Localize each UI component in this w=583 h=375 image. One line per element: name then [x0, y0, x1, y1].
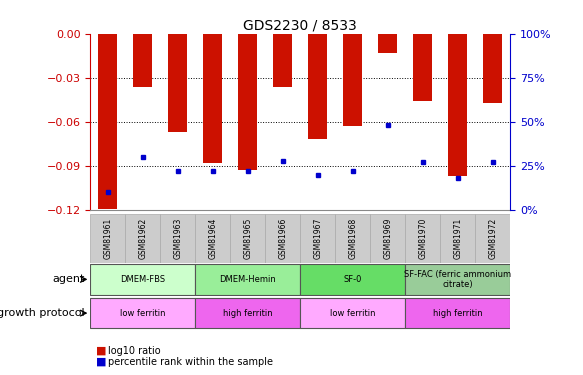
Bar	[300, 214, 335, 262]
Text: agent: agent	[52, 274, 85, 284]
Bar	[160, 214, 195, 262]
Bar	[448, 34, 468, 176]
Text: growth protocol: growth protocol	[0, 308, 85, 318]
Bar	[125, 214, 160, 262]
Bar	[378, 34, 397, 53]
Bar	[90, 214, 125, 262]
Text: GSM81972: GSM81972	[488, 217, 497, 259]
Text: GSM81968: GSM81968	[348, 217, 357, 259]
Text: ■: ■	[96, 357, 107, 367]
Bar	[405, 298, 510, 328]
Bar	[300, 264, 405, 295]
Bar	[90, 264, 195, 295]
Bar	[335, 214, 370, 262]
Text: GSM81966: GSM81966	[278, 217, 287, 259]
Text: GSM81964: GSM81964	[208, 217, 217, 259]
Bar	[483, 34, 503, 103]
Bar	[203, 34, 223, 163]
Text: DMEM-FBS: DMEM-FBS	[120, 275, 166, 284]
Bar	[370, 214, 405, 262]
Title: GDS2230 / 8533: GDS2230 / 8533	[243, 19, 357, 33]
Bar	[168, 34, 187, 132]
Text: DMEM-Hemin: DMEM-Hemin	[219, 275, 276, 284]
Bar	[343, 34, 362, 126]
Text: high ferritin: high ferritin	[223, 309, 273, 318]
Text: GSM81963: GSM81963	[173, 217, 182, 259]
Text: GSM81962: GSM81962	[138, 217, 147, 259]
Bar	[238, 34, 258, 170]
Bar	[405, 214, 440, 262]
Bar	[265, 214, 300, 262]
Text: high ferritin: high ferritin	[433, 309, 483, 318]
Bar	[300, 298, 405, 328]
Bar	[230, 214, 265, 262]
Text: GSM81961: GSM81961	[103, 217, 113, 259]
Text: percentile rank within the sample: percentile rank within the sample	[108, 357, 273, 367]
Text: GSM81967: GSM81967	[313, 217, 322, 259]
Bar	[308, 34, 328, 140]
Bar	[413, 34, 432, 101]
Bar	[475, 214, 510, 262]
Bar	[195, 264, 300, 295]
Text: GSM81969: GSM81969	[383, 217, 392, 259]
Text: SF-FAC (ferric ammonium
citrate): SF-FAC (ferric ammonium citrate)	[404, 270, 511, 289]
Bar	[440, 214, 475, 262]
Text: GSM81965: GSM81965	[243, 217, 252, 259]
Bar	[195, 298, 300, 328]
Text: low ferritin: low ferritin	[120, 309, 166, 318]
Bar	[90, 298, 195, 328]
Bar	[133, 34, 153, 87]
Bar	[195, 214, 230, 262]
Text: GSM81971: GSM81971	[453, 217, 462, 259]
Text: GSM81970: GSM81970	[418, 217, 427, 259]
Text: SF-0: SF-0	[343, 275, 362, 284]
Bar	[405, 264, 510, 295]
Text: log10 ratio: log10 ratio	[108, 346, 160, 355]
Bar	[98, 34, 117, 209]
Bar	[273, 34, 292, 87]
Text: low ferritin: low ferritin	[330, 309, 375, 318]
Text: ■: ■	[96, 346, 107, 355]
